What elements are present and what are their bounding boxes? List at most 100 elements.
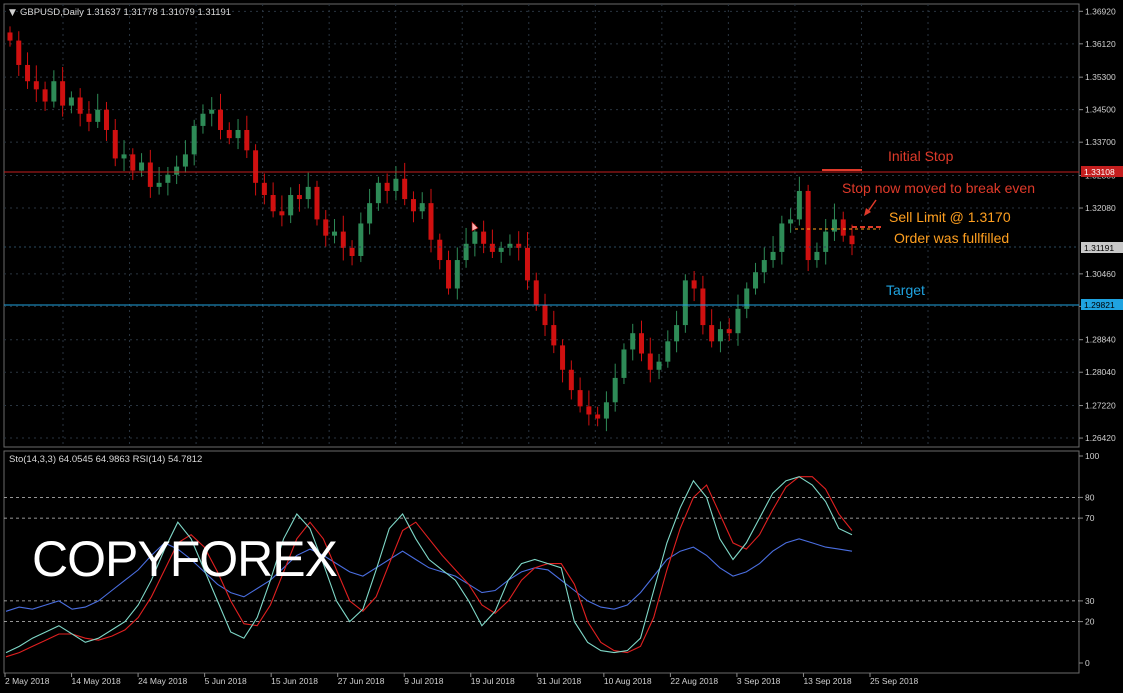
candle-bull: [463, 243, 469, 261]
candle-bear: [244, 129, 250, 151]
candle-bull: [332, 231, 338, 236]
candle-bear: [16, 40, 22, 65]
candle-bear: [261, 182, 267, 196]
indicator-tick-label: 100: [1085, 451, 1099, 461]
candle-bear: [103, 109, 109, 130]
candle-bull: [779, 223, 785, 252]
price-tick-label: 1.33700: [1085, 137, 1116, 147]
candle-bear: [595, 414, 601, 419]
candle-bull: [753, 272, 759, 289]
candle-bear: [86, 113, 92, 122]
candle-bear: [33, 81, 39, 90]
candle-bull: [796, 190, 802, 220]
candle-bull: [788, 219, 794, 224]
candle-bull: [139, 162, 145, 171]
candle-bear: [647, 353, 653, 370]
indicator-tick-label: 80: [1085, 492, 1095, 502]
candle-bear: [7, 32, 13, 41]
candle-bear: [849, 235, 855, 245]
indicator-grid: [4, 496, 1079, 622]
price-tick-label: 1.32080: [1085, 203, 1116, 213]
candle-bear: [349, 247, 355, 256]
candle-bull: [367, 203, 373, 224]
candle-bull: [814, 251, 820, 261]
indicator-axis: 100 80 70 30 20 0: [1079, 451, 1099, 668]
time-tick-label: 31 Jul 2018: [537, 676, 581, 686]
candle-bull: [507, 243, 513, 248]
candle-bear: [840, 219, 846, 236]
candle-bull: [612, 377, 618, 403]
time-tick-label: 2 May 2018: [5, 676, 50, 686]
candle-bear: [437, 239, 443, 261]
indicator-tick-label: 70: [1085, 513, 1095, 523]
sell-limit-label: Sell Limit @ 1.3170: [889, 209, 1011, 225]
candle-bear: [481, 231, 487, 244]
time-tick-label: 14 May 2018: [72, 676, 121, 686]
candle-bull: [419, 203, 425, 212]
current-price-tag-text: 1.31191: [1084, 243, 1114, 253]
price-panel[interactable]: [3, 3, 1080, 448]
candle-bear: [279, 211, 285, 216]
candle-bear: [410, 199, 416, 212]
candle-bull: [621, 349, 627, 378]
candle-bear: [542, 304, 548, 326]
candle-bear: [586, 406, 592, 415]
candle-bull: [165, 174, 171, 183]
candle-bear: [314, 186, 320, 220]
indicator-tick-label: 0: [1085, 658, 1090, 668]
target-label: Target: [886, 282, 925, 298]
indicator-series: [5, 476, 853, 658]
symbol-header: GBPUSD,Daily 1.31637 1.31778 1.31079 1.3…: [20, 7, 231, 18]
candle-bull: [656, 361, 662, 370]
candle-bull: [358, 223, 364, 256]
candle-bear: [42, 89, 48, 102]
candle-bear: [709, 325, 715, 342]
candle-bull: [761, 260, 767, 273]
time-tick-label: 5 Jun 2018: [205, 676, 247, 686]
time-tick-label: 19 Jul 2018: [471, 676, 515, 686]
candle-bull: [603, 402, 609, 419]
candle-bear: [218, 109, 223, 130]
candle-bear: [446, 260, 452, 289]
candle-bull: [717, 329, 723, 342]
candle-bear: [639, 333, 644, 354]
price-tick-label: 1.34500: [1085, 105, 1116, 115]
indicator-tick-label: 20: [1085, 617, 1095, 627]
candle-bull: [375, 182, 381, 204]
price-tick-label: 1.27220: [1085, 401, 1116, 411]
candle-bull: [498, 247, 504, 252]
candle-bear: [77, 97, 83, 114]
rsi-line: [5, 538, 853, 612]
time-tick-label: 27 Jun 2018: [338, 676, 385, 686]
stop-price-tag-text: 1.33108: [1084, 167, 1115, 177]
candle-bear: [25, 64, 31, 82]
candle-bear: [551, 325, 557, 346]
candle-bull: [770, 251, 776, 261]
cursor-icon: [471, 221, 479, 232]
stochastic-signal-line: [5, 476, 853, 658]
candle-bear: [691, 280, 697, 289]
candle-bear: [270, 195, 276, 212]
time-tick-label: 22 Aug 2018: [670, 676, 718, 686]
stop-moved-label: Stop now moved to break even: [842, 180, 1035, 196]
candle-bull: [51, 81, 57, 102]
target-price-tag: [1081, 299, 1123, 310]
candle-bear: [340, 231, 346, 248]
candle-bear: [428, 203, 434, 240]
candle-bull: [121, 154, 127, 159]
candle-bull: [288, 195, 294, 216]
price-tick-label: 1.26420: [1085, 433, 1116, 443]
candle-bear: [384, 182, 390, 191]
candle-bull: [735, 308, 741, 334]
price-tick-label: 1.35300: [1085, 72, 1116, 82]
candle-bear: [147, 162, 153, 187]
time-tick-label: 10 Aug 2018: [604, 676, 652, 686]
candle-bull: [674, 325, 680, 342]
candle-bear: [226, 129, 232, 139]
dropdown-arrow-icon[interactable]: ▼: [9, 8, 16, 18]
price-tick-label: 1.28840: [1085, 335, 1116, 345]
candle-bear: [726, 329, 732, 334]
price-levels: [4, 169, 1079, 306]
indicator-panel[interactable]: [3, 450, 1080, 674]
